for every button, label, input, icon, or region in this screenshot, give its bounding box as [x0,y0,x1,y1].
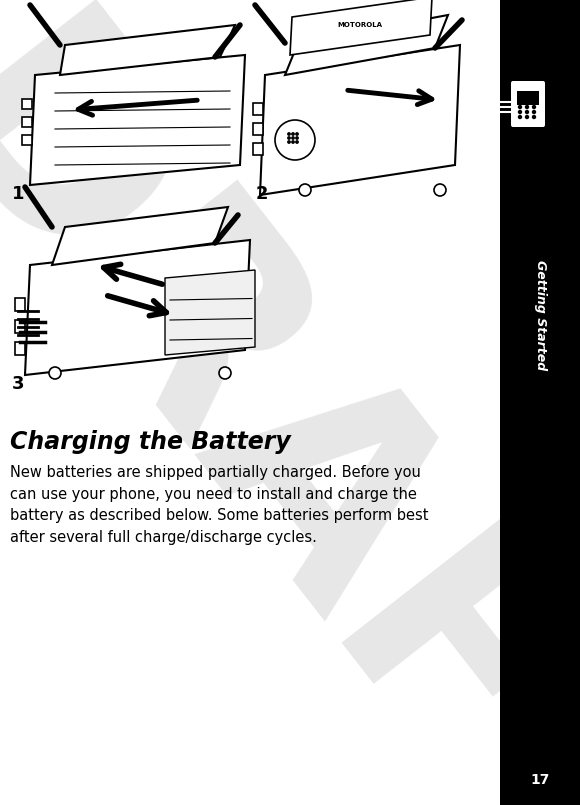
Circle shape [434,184,446,196]
Circle shape [532,110,535,114]
Polygon shape [285,15,448,75]
Bar [253,103,263,115]
Bar [22,135,32,145]
Circle shape [519,110,521,114]
Bar [15,298,25,311]
Text: MOTOROLA: MOTOROLA [338,22,382,28]
Circle shape [296,141,298,143]
Circle shape [288,133,290,135]
Polygon shape [290,0,432,55]
Circle shape [532,115,535,118]
Polygon shape [60,25,235,75]
Polygon shape [52,207,228,265]
Polygon shape [25,240,250,375]
Polygon shape [30,55,245,185]
Circle shape [288,137,290,139]
Circle shape [525,110,528,114]
Bar [517,91,539,105]
Polygon shape [260,45,460,195]
Circle shape [525,115,528,118]
Text: Charging the Battery: Charging the Battery [10,430,291,454]
Circle shape [299,184,311,196]
Bar [15,342,25,355]
Circle shape [296,137,298,139]
Circle shape [519,115,521,118]
Bar [253,143,263,155]
Bar [500,0,580,805]
Circle shape [219,367,231,379]
Circle shape [292,137,294,139]
Text: 2: 2 [256,185,269,203]
Circle shape [49,367,61,379]
Polygon shape [165,270,255,355]
Bar [15,320,25,333]
Bar [22,117,32,127]
Circle shape [292,141,294,143]
Circle shape [532,105,535,109]
Bar [22,99,32,109]
Circle shape [292,133,294,135]
Text: 17: 17 [530,773,550,787]
Text: New batteries are shipped partially charged. Before you
can use your phone, you : New batteries are shipped partially char… [10,465,429,545]
Text: 1: 1 [12,185,24,203]
Bar [253,123,263,135]
FancyBboxPatch shape [511,81,545,127]
Circle shape [519,105,521,109]
Text: Getting Started: Getting Started [534,260,546,370]
Circle shape [525,105,528,109]
Circle shape [288,141,290,143]
Circle shape [296,133,298,135]
Text: 3: 3 [12,375,24,393]
Circle shape [275,120,315,160]
